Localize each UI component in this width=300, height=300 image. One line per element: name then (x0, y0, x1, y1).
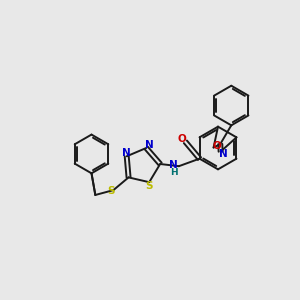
Text: H: H (170, 168, 178, 177)
Text: O: O (177, 134, 186, 144)
Text: N: N (219, 148, 228, 159)
Text: S: S (146, 181, 153, 191)
Text: N: N (145, 140, 154, 150)
Text: N: N (169, 160, 178, 170)
Text: S: S (108, 186, 115, 196)
Text: N: N (122, 148, 131, 158)
Text: O: O (212, 140, 221, 151)
